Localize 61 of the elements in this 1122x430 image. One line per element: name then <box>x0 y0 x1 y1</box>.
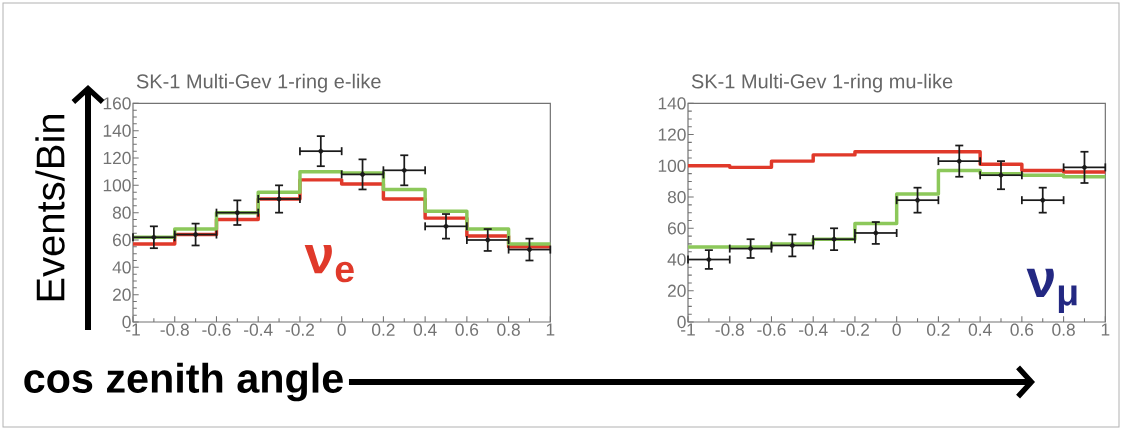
x-axis-title: cos zenith angle <box>24 362 343 402</box>
point <box>1082 164 1087 170</box>
y-tick-label: 100 <box>103 179 131 192</box>
point <box>276 196 282 202</box>
x-tick-label: 0.2 <box>372 323 395 336</box>
x-tick-label: 0.6 <box>455 323 479 336</box>
y-tick-label: 60 <box>113 233 131 247</box>
y-tick-label: 60 <box>668 222 686 235</box>
point <box>831 236 837 242</box>
y-tick-label: 40 <box>667 253 686 266</box>
annotation: ν$_{e}$ <box>304 245 354 283</box>
x-tick-label: 1 <box>1101 323 1110 336</box>
point <box>443 223 449 229</box>
y-tick-label: 20 <box>113 288 131 301</box>
point <box>873 230 879 236</box>
point <box>527 247 532 252</box>
x-tick-label: 0 <box>337 323 346 336</box>
x-tick-label: 0.2 <box>927 323 950 336</box>
y-tick-label: 120 <box>658 128 686 141</box>
chart-title: SK-1 Multi-Gev 1-ring e-like <box>136 73 381 93</box>
x-tick-label: -0.8 <box>160 323 189 336</box>
x-tick-label: -0.8 <box>715 323 744 336</box>
x-tick-label: 1 <box>546 323 555 336</box>
x-tick-label: -0.2 <box>285 323 314 336</box>
point <box>789 243 795 248</box>
x-tick-label: 0 <box>892 323 901 336</box>
point <box>915 197 920 203</box>
x-tick-label: -0.2 <box>840 323 869 336</box>
chart-title: SK-1 Multi-Gev 1-ring mu-like <box>691 73 953 93</box>
y-tick-label: 160 <box>103 97 131 110</box>
y-tick-label: 120 <box>103 151 131 165</box>
y-tick-label: 80 <box>667 190 686 204</box>
y-tick-label: 40 <box>112 261 131 274</box>
x-tick-label: -0.4 <box>799 323 828 336</box>
x-tick-label: 0.8 <box>1052 323 1075 336</box>
point <box>485 237 491 243</box>
point <box>956 158 962 164</box>
x-tick-label: -0.6 <box>202 323 231 336</box>
x-tick-label: -0.4 <box>244 323 273 336</box>
point <box>401 167 407 173</box>
point <box>706 257 712 262</box>
y-tick-label: 20 <box>668 284 686 297</box>
point <box>193 232 199 237</box>
point <box>234 210 240 216</box>
y-axis-title: Events/Bin <box>35 114 65 301</box>
y-tick-label: 140 <box>103 124 131 137</box>
annotation: ν$_{μ}$ <box>1026 268 1077 313</box>
point <box>318 148 324 154</box>
y-tick-label: 140 <box>658 97 686 110</box>
y-tick-label: 100 <box>658 159 686 172</box>
y-tick-label: 80 <box>112 206 131 219</box>
x-tick-label: 0.6 <box>1010 323 1034 336</box>
point <box>998 172 1004 178</box>
x-tick-label: -0.6 <box>757 323 786 336</box>
x-tick-label: 0.4 <box>968 323 992 336</box>
point <box>748 246 754 251</box>
x-tick-label: 0.4 <box>413 323 437 336</box>
x-tick-label: 0.8 <box>497 323 520 336</box>
point <box>1040 197 1046 203</box>
point <box>360 172 365 177</box>
point <box>151 234 157 240</box>
